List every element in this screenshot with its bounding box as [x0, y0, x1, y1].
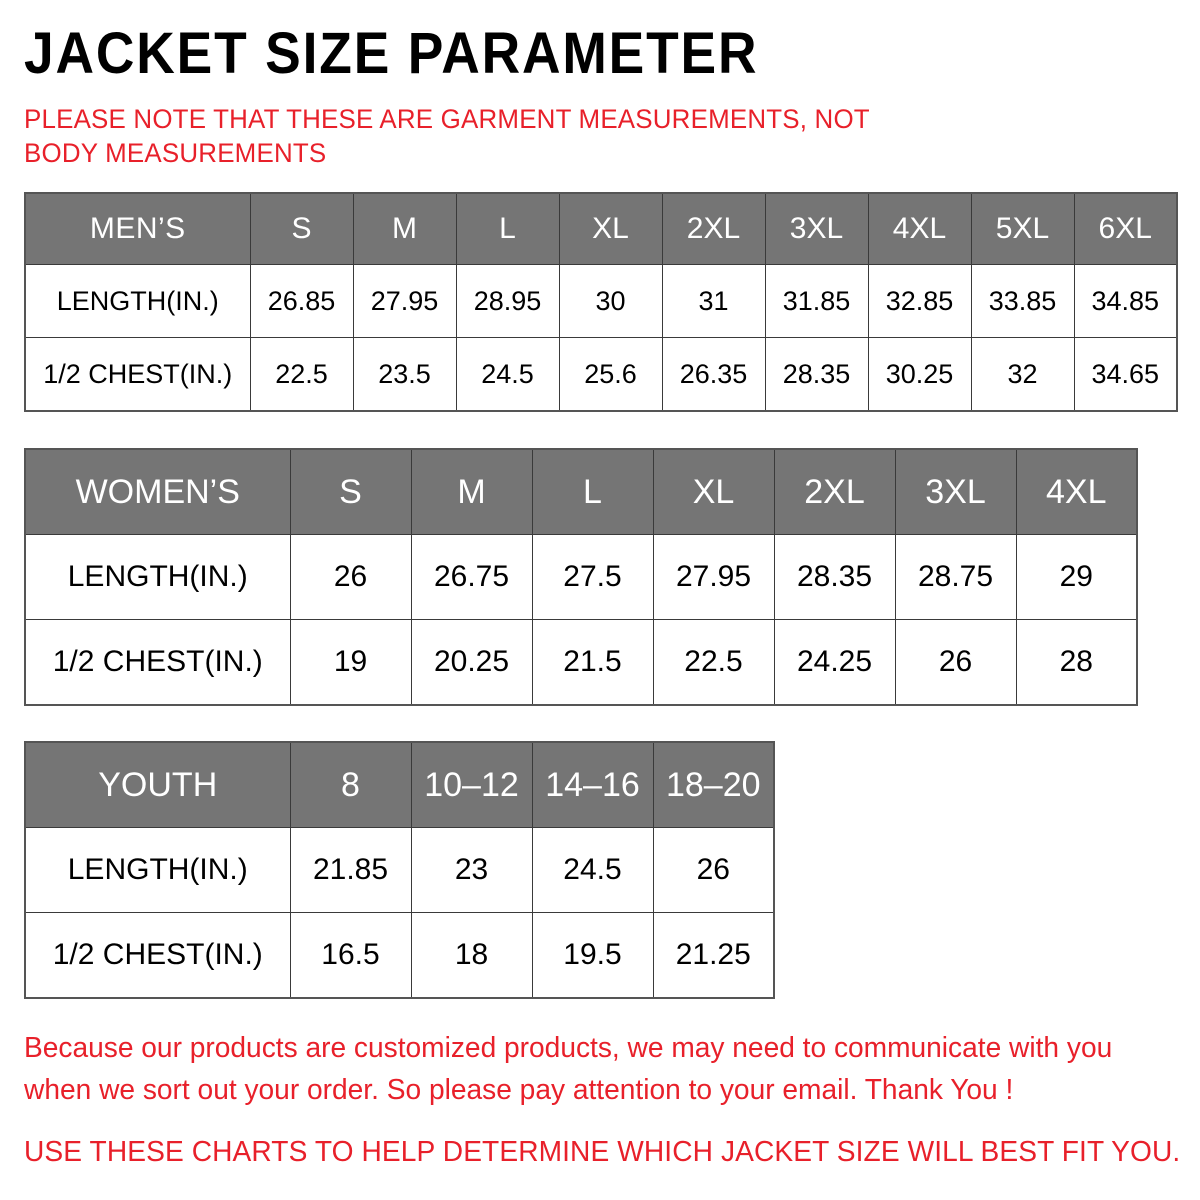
measurement-cell: 16.5 — [289, 912, 412, 999]
youth-size-table: YOUTH 8 10–12 14–16 18–20 LENGTH(IN.) 21… — [24, 741, 775, 999]
youth-size-header: 14–16 — [531, 741, 654, 828]
womens-size-header: L — [531, 448, 654, 535]
table-header-row: YOUTH 8 10–12 14–16 18–20 — [24, 741, 775, 828]
row-label: LENGTH(IN.) — [24, 827, 291, 913]
measurement-cell: 26.75 — [410, 534, 533, 620]
measurement-cell: 28.95 — [455, 264, 560, 338]
measurement-cell: 27.95 — [652, 534, 775, 620]
womens-size-table: WOMEN’S S M L XL 2XL 3XL 4XL LENGTH(IN.)… — [24, 448, 1138, 706]
measurement-cell: 26 — [652, 827, 775, 913]
mens-size-header: L — [455, 192, 560, 265]
measurement-cell: 34.85 — [1073, 264, 1178, 338]
measurement-cell: 26.35 — [661, 337, 766, 412]
mens-header-label: MEN’S — [24, 192, 251, 265]
womens-size-header: S — [289, 448, 412, 535]
table-row: 1/2 CHEST(IN.) 19 20.25 21.5 22.5 24.25 … — [24, 619, 1138, 706]
measurement-cell: 18 — [410, 912, 533, 999]
row-label: LENGTH(IN.) — [24, 534, 291, 620]
table-row: LENGTH(IN.) 21.85 23 24.5 26 — [24, 827, 775, 913]
womens-size-header: 3XL — [894, 448, 1017, 535]
measurement-cell: 26 — [289, 534, 412, 620]
page-title: JACKET SIZE PARAMETER — [24, 21, 759, 86]
measurement-cell: 27.95 — [352, 264, 457, 338]
measurement-cell: 31.85 — [764, 264, 869, 338]
measurement-cell: 31 — [661, 264, 766, 338]
mens-size-header: 4XL — [867, 192, 972, 265]
chart-usage-note: USE THESE CHARTS TO HELP DETERMINE WHICH… — [24, 1136, 1181, 1168]
measurement-cell: 21.85 — [289, 827, 412, 913]
measurement-cell: 32.85 — [867, 264, 972, 338]
mens-size-header: S — [249, 192, 354, 265]
measurement-cell: 27.5 — [531, 534, 654, 620]
womens-header-label: WOMEN’S — [24, 448, 291, 535]
measurement-cell: 24.5 — [531, 827, 654, 913]
row-label: 1/2 CHEST(IN.) — [24, 619, 291, 706]
customization-note: Because our products are customized prod… — [24, 1032, 1113, 1106]
measurement-cell: 26 — [894, 619, 1017, 706]
measurement-cell: 33.85 — [970, 264, 1075, 338]
measurement-cell: 19.5 — [531, 912, 654, 999]
womens-size-header: XL — [652, 448, 775, 535]
measurement-cell: 24.5 — [455, 337, 560, 412]
youth-size-header: 18–20 — [652, 741, 775, 828]
measurement-cell: 28.75 — [894, 534, 1017, 620]
table-header-row: WOMEN’S S M L XL 2XL 3XL 4XL — [24, 448, 1138, 535]
youth-size-header: 10–12 — [410, 741, 533, 828]
measurement-cell: 22.5 — [652, 619, 775, 706]
measurement-cell: 24.25 — [773, 619, 896, 706]
mens-size-header: 2XL — [661, 192, 766, 265]
measurement-cell: 28.35 — [773, 534, 896, 620]
table-row: LENGTH(IN.) 26 26.75 27.5 27.95 28.35 28… — [24, 534, 1138, 620]
mens-size-header: 3XL — [764, 192, 869, 265]
measurement-cell: 20.25 — [410, 619, 533, 706]
measurement-cell: 23 — [410, 827, 533, 913]
measurement-cell: 19 — [289, 619, 412, 706]
garment-measurement-note: PLEASE NOTE THAT THESE ARE GARMENT MEASU… — [24, 104, 870, 168]
measurement-cell: 22.5 — [249, 337, 354, 412]
womens-size-header: 4XL — [1015, 448, 1138, 535]
row-label: 1/2 CHEST(IN.) — [24, 337, 251, 412]
mens-size-header: XL — [558, 192, 663, 265]
row-label: LENGTH(IN.) — [24, 264, 251, 338]
measurement-cell: 26.85 — [249, 264, 354, 338]
measurement-cell: 30 — [558, 264, 663, 338]
measurement-cell: 32 — [970, 337, 1075, 412]
table-header-row: MEN’S S M L XL 2XL 3XL 4XL 5XL 6XL — [24, 192, 1178, 265]
measurement-cell: 34.65 — [1073, 337, 1178, 412]
mens-size-table: MEN’S S M L XL 2XL 3XL 4XL 5XL 6XL LENGT… — [24, 192, 1178, 412]
row-label: 1/2 CHEST(IN.) — [24, 912, 291, 999]
measurement-cell: 28.35 — [764, 337, 869, 412]
mens-size-header: 6XL — [1073, 192, 1178, 265]
womens-size-header: M — [410, 448, 533, 535]
youth-size-header: 8 — [289, 741, 412, 828]
mens-size-header: 5XL — [970, 192, 1075, 265]
measurement-cell: 23.5 — [352, 337, 457, 412]
table-row: 1/2 CHEST(IN.) 22.5 23.5 24.5 25.6 26.35… — [24, 337, 1178, 412]
table-row: 1/2 CHEST(IN.) 16.5 18 19.5 21.25 — [24, 912, 775, 999]
womens-size-header: 2XL — [773, 448, 896, 535]
measurement-cell: 21.5 — [531, 619, 654, 706]
measurement-cell: 21.25 — [652, 912, 775, 999]
measurement-cell: 25.6 — [558, 337, 663, 412]
measurement-cell: 29 — [1015, 534, 1138, 620]
table-row: LENGTH(IN.) 26.85 27.95 28.95 30 31 31.8… — [24, 264, 1178, 338]
measurement-cell: 30.25 — [867, 337, 972, 412]
mens-size-header: M — [352, 192, 457, 265]
measurement-cell: 28 — [1015, 619, 1138, 706]
youth-header-label: YOUTH — [24, 741, 291, 828]
